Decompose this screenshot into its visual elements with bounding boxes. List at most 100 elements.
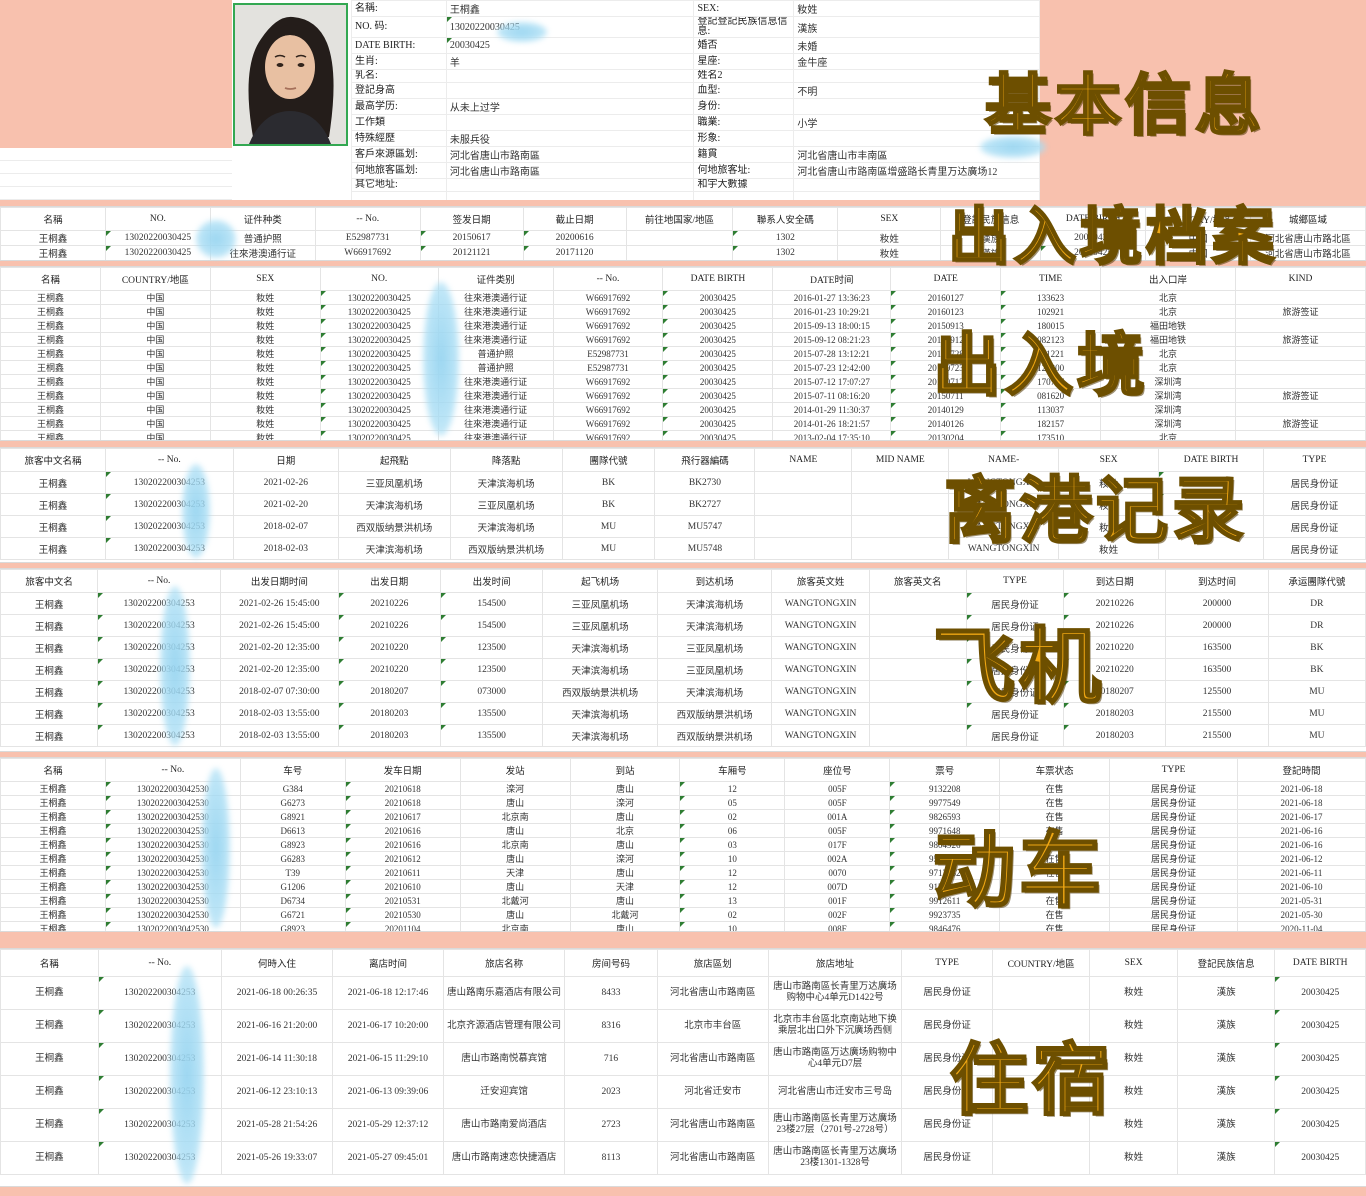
cell: 130202200304253 — [97, 680, 221, 703]
cell: 2018-02-07 07:30:00 — [219, 680, 339, 703]
cell: 王桐鑫 — [0, 430, 101, 440]
field-label: 婚否 — [693, 37, 795, 54]
cell: 往來港澳通行证 — [437, 430, 554, 440]
cell: 王桐鑫 — [0, 1141, 99, 1175]
cell: 2021-02-26 — [232, 471, 339, 494]
field-label: 工作類 — [351, 114, 447, 131]
cell: MU — [561, 537, 656, 560]
cell: 唐山路南乐嘉酒店有限公司 — [442, 976, 566, 1010]
redaction-blur — [423, 282, 459, 436]
cell: 王桐鑫 — [0, 921, 106, 931]
cell: 2018-02-07 — [232, 515, 339, 538]
cell: 籹姓 — [1089, 1075, 1178, 1109]
header-row: 旅客中文名 -- No. 出发日期时间 出发日期 出发时间 起飞机场 到达机场 旅客英文姓 旅客… — [0, 569, 1366, 593]
cell: 130202200304253 — [97, 1141, 222, 1175]
column-header: 名稱 — [0, 267, 101, 291]
cell: 籹姓 — [209, 388, 321, 403]
cell: 135500 — [439, 702, 544, 725]
table-row: 王桐鑫 中国 籹姓 13020220030425 普通护照 E52987731 200304… — [0, 346, 1366, 361]
field-value — [793, 191, 1040, 200]
cell: 西双版纳景洪机场 — [656, 724, 773, 747]
column-header: 旅客中文名 — [0, 569, 99, 593]
cell: 王桐鑫 — [0, 304, 101, 319]
cell: 125500 — [1165, 680, 1269, 703]
cell: 2021-05-30 — [1237, 907, 1366, 922]
cell: 唐山 — [569, 921, 681, 931]
column-header: 飛行器編碼 — [654, 448, 756, 472]
cell: 居民身份证 — [1109, 865, 1239, 880]
cell: 130202200304253 — [97, 724, 221, 747]
cell: 漢族 — [1176, 1009, 1276, 1043]
cell: 20030425 — [662, 416, 774, 431]
cell: 20150617 — [419, 230, 524, 246]
cell — [991, 1009, 1091, 1043]
column-header: MID NAME — [851, 448, 950, 472]
cell: 002F — [784, 907, 891, 922]
column-header: 前往地国家/地區 — [625, 207, 734, 231]
cell: 2021-05-28 21:54:26 — [220, 1108, 333, 1142]
column-header: 签发日期 — [419, 207, 524, 231]
cell: 王桐鑫 — [0, 893, 106, 908]
table-row: 王桐鑫 中国 籹姓 13020220030425 往來港澳通行证 W66917692 200… — [0, 430, 1366, 440]
cell: 2021-02-26 15:45:00 — [219, 592, 339, 615]
cell: 中国 — [99, 416, 211, 431]
cell: 居民身份证 — [1109, 823, 1239, 838]
profile-row: DATE BIRTH: 20030425 婚否 未婚 — [351, 37, 1040, 54]
cell: 王桐鑫 — [0, 1108, 99, 1142]
cell: MU — [561, 515, 656, 538]
cell: 13020220030425 — [319, 318, 439, 333]
cell — [1234, 290, 1366, 305]
field-value: 河北省唐山市路南區 — [445, 162, 695, 179]
cell: 2021-05-31 — [1237, 893, 1366, 908]
cell: 20210616 — [344, 823, 461, 838]
cell: 北京齐源酒店管理有限公司 — [442, 1009, 566, 1043]
cell: 居民身份证 — [965, 724, 1065, 747]
column-header: TYPE — [1109, 758, 1239, 782]
cell: 天津滨海机场 — [542, 658, 658, 681]
cell: 王桐鑫 — [0, 614, 99, 637]
field-label: 形象: — [693, 130, 795, 147]
entry-exit-archive-table: 名稱 NO. 证件种类 -- No. 签发日期 截止日期 前往地国家/地區 聯系人安全碼 SEX… — [0, 207, 1366, 260]
cell: 籹姓 — [209, 360, 321, 375]
column-header: 到站 — [569, 758, 681, 782]
cell: 182157 — [1000, 416, 1102, 431]
column-header: KIND — [1234, 267, 1366, 291]
cell: 唐山 — [459, 879, 571, 894]
cell: 居民身份证 — [1109, 893, 1239, 908]
cell: 王桐鑫 — [0, 374, 101, 389]
cell: 2021-06-15 11:29:10 — [331, 1042, 444, 1076]
column-header: 旅客中文名稱 — [0, 448, 106, 472]
cell: 200000 — [1165, 614, 1269, 637]
cell: 天津滨海机场 — [656, 592, 773, 615]
cell: 2018-02-03 13:55:00 — [219, 724, 339, 747]
cell — [991, 1108, 1091, 1142]
cell: 中国 — [99, 346, 211, 361]
cell: W66917692 — [552, 388, 664, 403]
overlay-label-departure-records: 离港记录 — [943, 471, 1249, 554]
cell: 20130204 — [890, 430, 1002, 440]
cell: 20030425 — [662, 290, 774, 305]
portrait-photo — [233, 3, 348, 146]
cell: 唐山 — [459, 823, 571, 838]
departure-records-table: 旅客中文名稱 -- No. 日期 起飛點 降落點 團隊代號 飛行器編碼 NAME MID NAM… — [0, 448, 1366, 560]
cell: 籹姓 — [209, 402, 321, 417]
table-row: 王桐鑫 130202200304253 2021-06-16 21:20:00 202… — [0, 1009, 1366, 1043]
column-header: COUNTRY/地區 — [99, 267, 211, 291]
cell: 130202200304253 — [97, 592, 221, 615]
cell: 170727 — [1000, 374, 1102, 389]
table-row: 王桐鑫 中国 籹姓 13020220030425 往來港澳通行证 W66917692 200… — [0, 402, 1366, 417]
column-header: 到达时间 — [1165, 569, 1269, 593]
cell: 2014-01-26 18:21:57 — [772, 416, 892, 431]
cell: 王桐鑫 — [0, 290, 101, 305]
cell: 13020220030425 — [319, 346, 439, 361]
cell: 往來港澳通行证 — [437, 416, 554, 431]
column-header: COUNTRY/地區 — [991, 949, 1091, 977]
column-header: 登記時間 — [1237, 758, 1366, 782]
cell: 13020220030425 — [319, 388, 439, 403]
field-label: 其它地址: — [351, 178, 447, 192]
cell: 005F — [784, 823, 891, 838]
cell: 8113 — [564, 1141, 658, 1175]
cell: 居民身份证 — [965, 680, 1065, 703]
cell — [851, 471, 950, 494]
